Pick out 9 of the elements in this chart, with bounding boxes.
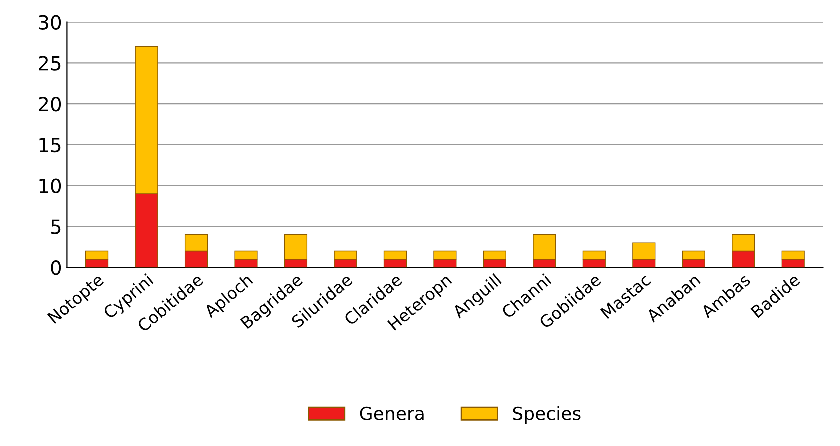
y-tick-label: 10: [40, 178, 62, 194]
legend-label: Species: [513, 406, 581, 424]
y-tick-label: 0: [51, 260, 62, 276]
y-tick-label: 5: [51, 220, 61, 234]
legend-label: Genera: [360, 406, 424, 420]
y-tick-label: 25: [39, 56, 61, 71]
y-tick-label: 15: [40, 138, 61, 153]
y-tick-label: 30: [39, 15, 62, 30]
y-tick-label: 20: [39, 97, 62, 112]
